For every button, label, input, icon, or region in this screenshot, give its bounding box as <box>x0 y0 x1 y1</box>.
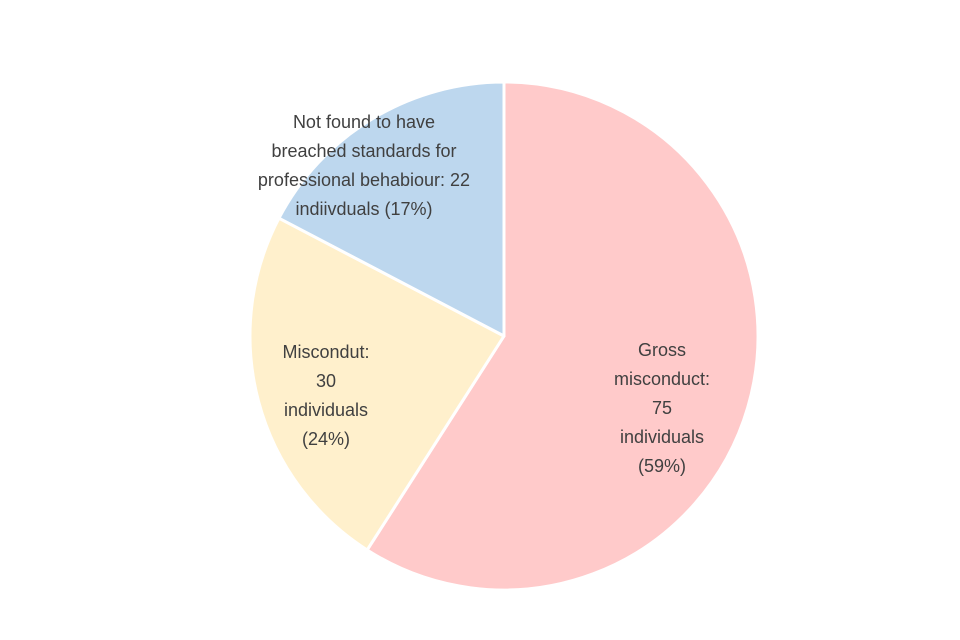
slice-misconduct <box>248 216 506 552</box>
slice-gross-misconduct <box>365 80 760 592</box>
label-gross-misconduct: Gross misconduct: 75 individuals (59%) <box>614 340 710 476</box>
slice-label-line: 75 <box>652 398 672 418</box>
slice-not-breached <box>277 80 506 338</box>
slice-label-line: (59%) <box>638 456 686 476</box>
slice-label-line: breached standards for <box>271 141 456 161</box>
slice-label-line: Gross <box>638 340 686 360</box>
slice-label-line: Not found to have <box>293 112 435 132</box>
slice-label-line: indiivduals (17%) <box>295 199 432 219</box>
slice-label-line: (24%) <box>302 429 350 449</box>
slice-label-line: individuals <box>284 400 368 420</box>
slice-label-line: professional behabiour: 22 <box>258 170 470 190</box>
label-misconduct: Miscondut: 30 individuals (24%) <box>282 342 369 449</box>
slice-label-line: Miscondut: <box>282 342 369 362</box>
pie-slices <box>248 80 760 592</box>
slice-label-line: individuals <box>620 427 704 447</box>
label-not-breached: Not found to have breached standards for p… <box>258 112 470 219</box>
pie-labels: Gross misconduct: 75 individuals (59%) Miscon… <box>258 112 710 476</box>
slice-label-line: 30 <box>316 371 336 391</box>
slice-label-line: misconduct: <box>614 369 710 389</box>
